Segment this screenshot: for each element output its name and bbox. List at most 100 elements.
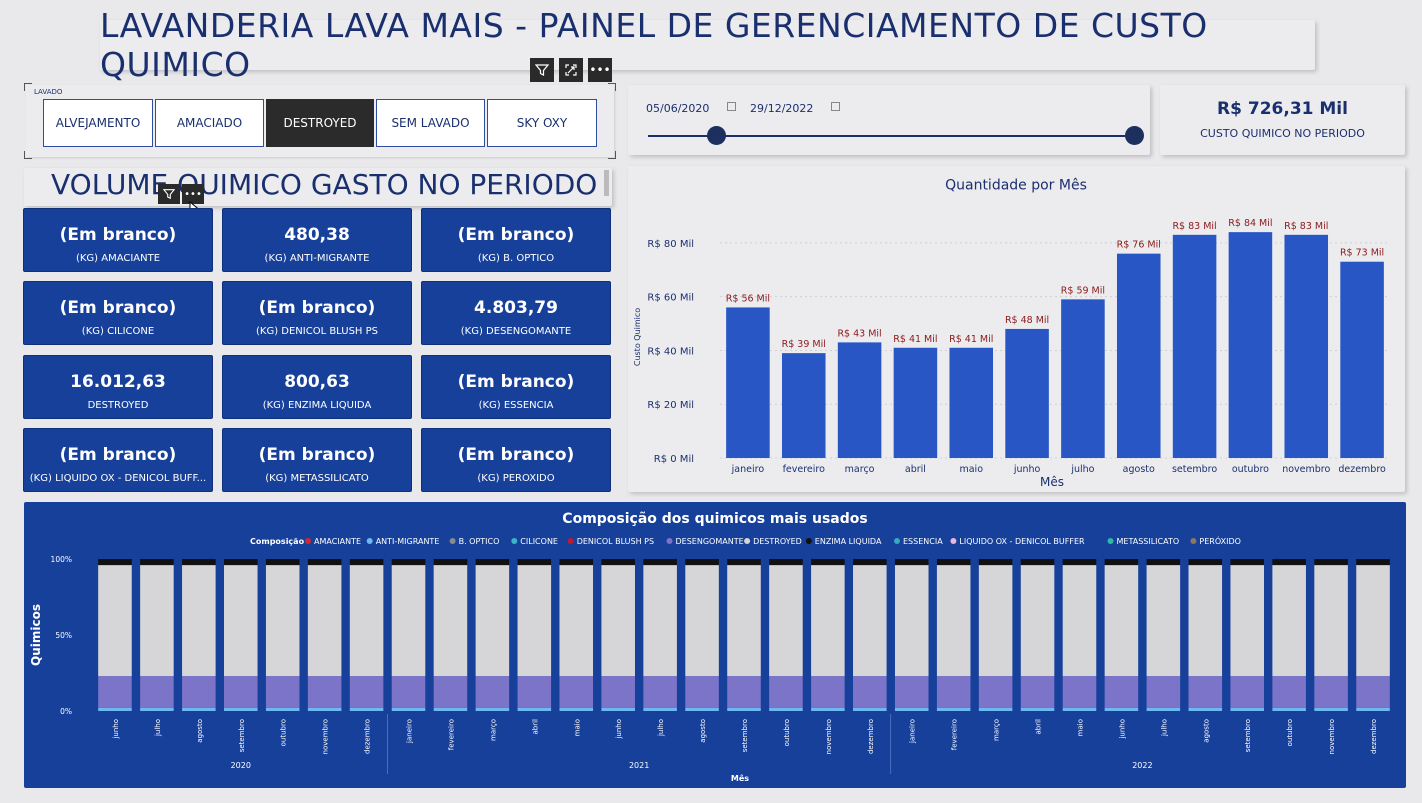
- stacked-segment: [1272, 676, 1306, 708]
- stacked-segment: [1062, 559, 1097, 566]
- more-options-icon[interactable]: •••: [182, 184, 204, 204]
- card-label: (KG) ANTI-MIGRANTE: [264, 253, 370, 264]
- legend-entry: DESTROYED: [753, 537, 802, 546]
- stacked-segment: [433, 565, 468, 677]
- focus-mode-icon[interactable]: [559, 58, 583, 82]
- card-label: (KG) PERÓXIDO: [477, 473, 555, 484]
- resize-handle[interactable]: [608, 151, 616, 159]
- stacked-segment: [685, 676, 719, 708]
- stacked-segment: [727, 676, 761, 708]
- more-options-icon[interactable]: •••: [588, 58, 612, 82]
- stacked-segment: [349, 707, 384, 711]
- stacked-segment: [1104, 565, 1139, 677]
- date-slider-end-handle[interactable]: [1125, 126, 1144, 145]
- chemical-card[interactable]: 800,63 (KG) ENZIMA LIQUIDA: [222, 355, 412, 419]
- volume-title: VOLUME QUIMICO GASTO NO PERIODO: [51, 168, 598, 201]
- stacked-segment: [853, 676, 887, 708]
- stacked-segment: [1230, 565, 1264, 677]
- stacked-segment: [224, 565, 258, 677]
- x-tick-label: novembro: [322, 719, 330, 754]
- bar: [949, 347, 994, 458]
- resize-handle[interactable]: [608, 83, 616, 91]
- stacked-segment: [140, 707, 174, 711]
- filter-icon[interactable]: [158, 184, 180, 204]
- card-value: (Em branco): [59, 445, 177, 465]
- legend-marker: [950, 538, 957, 544]
- resize-handle[interactable]: [24, 83, 32, 91]
- stacked-segment: [1104, 559, 1139, 566]
- stacked-segment: [265, 565, 300, 677]
- chemical-card[interactable]: (Em branco) (KG) LIQUIDO OX - DENICOL BUF…: [23, 428, 213, 492]
- chemical-card[interactable]: (Em branco) (KG) AMACIANTE: [23, 208, 213, 272]
- chemical-card[interactable]: (Em branco) (KG) PERÓXIDO: [421, 428, 611, 492]
- data-label: R$ 83 Mil: [1284, 221, 1328, 232]
- scrollbar[interactable]: [604, 170, 609, 196]
- stacked-segment: [517, 707, 552, 711]
- dashboard-title-box: LAVANDERIA LAVA MAIS - PAINEL DE GERENCI…: [100, 6, 1315, 84]
- chemical-card[interactable]: (Em branco) (KG) CILICONE: [23, 281, 213, 345]
- calendar-icon[interactable]: [727, 102, 736, 111]
- stacked-segment: [433, 559, 468, 566]
- legend-marker: [1107, 538, 1114, 544]
- card-label: (KG) B. OPTICO: [477, 253, 555, 264]
- stacked-segment: [978, 707, 1013, 711]
- chemical-card[interactable]: (Em branco) (KG) B. OPTICO: [421, 208, 611, 272]
- bar: [1228, 232, 1273, 458]
- x-tick-label: fevereiro: [783, 464, 826, 475]
- resize-handle[interactable]: [24, 151, 32, 159]
- chemical-card[interactable]: 480,38 (KG) ANTI-MIGRANTE: [222, 208, 412, 272]
- card-value: 4.803,79: [474, 298, 558, 318]
- x-tick-label: janeiro: [406, 719, 414, 744]
- stacked-segment: [936, 565, 971, 677]
- legend-entry: ANTI-MIGRANTE: [376, 537, 440, 546]
- chemical-card[interactable]: (Em branco) (KG) DENICOL BLUSH PS: [222, 281, 412, 345]
- chemical-card[interactable]: 4.803,79 (KG) DESENGOMANTE: [421, 281, 611, 345]
- legend-entry: B. OPTICO: [459, 537, 500, 546]
- date-slider-start-handle[interactable]: [707, 126, 726, 145]
- monthly-cost-chart-svg: Quantidade por Mês R$ 0 Mil R$ 20 Mil R$ 40…: [633, 178, 1390, 489]
- legend-entry: CILICONE: [520, 537, 558, 546]
- chemical-card[interactable]: (Em branco) (KG) METASSILICATO: [222, 428, 412, 492]
- slicer-option-alvejamento[interactable]: ALVEJAMENTO: [43, 99, 153, 147]
- card-value: (Em branco): [457, 445, 575, 465]
- chemical-card[interactable]: 16.012,63 DESTROYED: [23, 355, 213, 419]
- stacked-segment: [853, 559, 887, 566]
- slicer-option-amaciado[interactable]: AMACIADO: [155, 99, 264, 147]
- stacked-segment: [517, 559, 552, 566]
- data-label: R$ 59 Mil: [1061, 285, 1105, 296]
- x-tick-label: dezembro: [867, 719, 875, 754]
- card-value: 16.012,63: [70, 372, 166, 392]
- stacked-segment: [433, 676, 468, 708]
- stacked-segment: [685, 559, 719, 566]
- card-label: (KG) ENZIMA LIQUIDA: [262, 400, 372, 411]
- data-label: R$ 84 Mil: [1228, 218, 1272, 229]
- stacked-segment: [1020, 676, 1055, 708]
- calendar-icon[interactable]: [831, 102, 840, 111]
- start-date-input[interactable]: 05/06/2020: [646, 102, 710, 115]
- slicer-label: LAVADO: [34, 88, 63, 96]
- stacked-segment: [224, 707, 258, 711]
- legend-entry: METASSILICATO: [1117, 537, 1180, 546]
- legend-entry: ESSENCIA: [903, 537, 943, 546]
- chemical-card[interactable]: (Em branco) (KG) ESSENCIA: [421, 355, 611, 419]
- y-tick-label: R$ 40 Mil: [647, 346, 694, 357]
- group-label: 2021: [629, 761, 649, 770]
- stacked-segment: [978, 676, 1013, 708]
- stacked-segment: [1146, 559, 1181, 566]
- slicer-option-destroyed[interactable]: DESTROYED: [266, 99, 374, 147]
- bar: [893, 347, 938, 458]
- bar: [1116, 253, 1161, 458]
- slicer-option-sky-oxy[interactable]: SKY OXY: [487, 99, 597, 147]
- y-tick-label: R$ 0 Mil: [654, 454, 694, 465]
- end-date-input[interactable]: 29/12/2022: [750, 102, 814, 115]
- stacked-segment: [643, 565, 677, 677]
- date-slider-track[interactable]: [648, 135, 1135, 137]
- legend-marker: [1190, 538, 1197, 544]
- x-tick-label: abril: [1035, 719, 1043, 735]
- filter-icon[interactable]: [530, 58, 554, 82]
- card-label: (KG) ESSENCIA: [478, 400, 554, 411]
- x-tick-label: setembro: [741, 719, 749, 752]
- slicer-option-sem-lavado[interactable]: SEM LAVADO: [376, 99, 485, 147]
- x-tick-label: dezembro: [364, 719, 372, 754]
- legend-entry: PERÓXIDO: [1199, 535, 1241, 546]
